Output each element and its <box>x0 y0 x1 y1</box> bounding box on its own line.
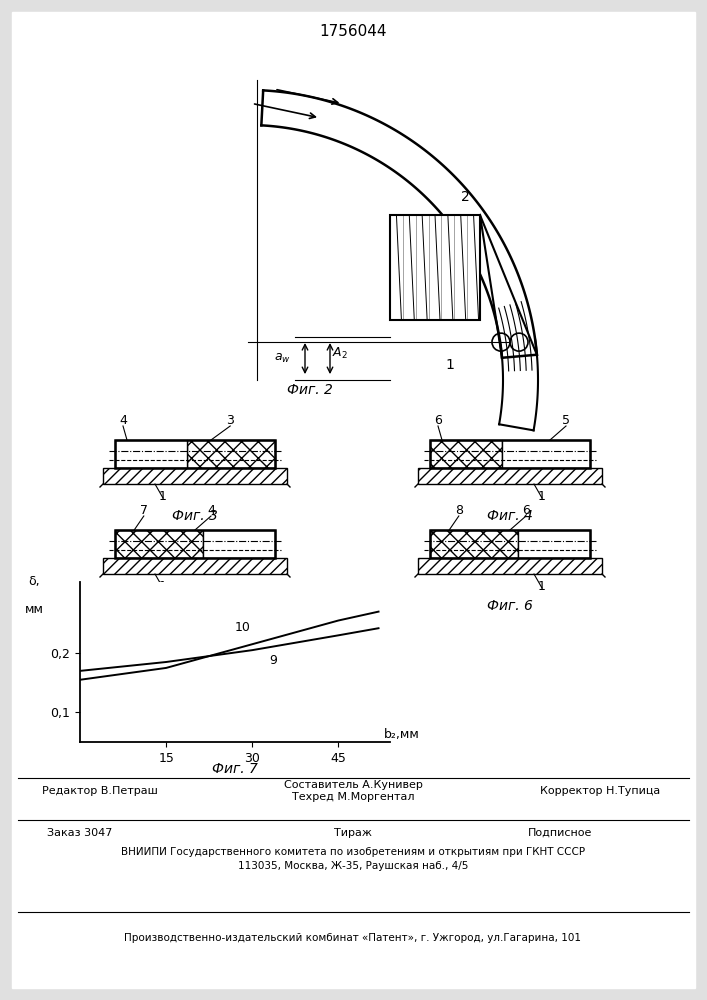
Bar <box>518 530 590 558</box>
Text: 8: 8 <box>455 504 463 517</box>
Text: 1: 1 <box>159 490 167 503</box>
Bar <box>115 440 275 468</box>
Text: Фиг. 2: Фиг. 2 <box>287 383 333 397</box>
Text: 7: 7 <box>140 504 148 517</box>
Text: 1: 1 <box>538 580 546 593</box>
Bar <box>390 215 480 320</box>
Text: Подписное: Подписное <box>528 828 592 838</box>
Text: 3: 3 <box>226 414 234 427</box>
Bar <box>430 530 518 558</box>
Bar <box>430 440 590 468</box>
Text: Фиг. 5: Фиг. 5 <box>172 599 218 613</box>
Text: 1: 1 <box>159 580 167 593</box>
Bar <box>103 558 287 574</box>
Text: Тираж: Тираж <box>334 828 372 838</box>
Text: 10: 10 <box>235 621 251 634</box>
Text: 1756044: 1756044 <box>320 24 387 39</box>
Text: 9: 9 <box>269 654 277 667</box>
Text: ВНИИПИ Государственного комитета по изобретениям и открытиям при ГКНТ СССР: ВНИИПИ Государственного комитета по изоб… <box>121 847 585 857</box>
Bar <box>115 440 187 468</box>
Text: 113035, Москва, Ж-35, Раушская наб., 4/5: 113035, Москва, Ж-35, Раушская наб., 4/5 <box>238 861 468 871</box>
Text: мм: мм <box>25 603 44 616</box>
Text: 6: 6 <box>434 414 442 427</box>
Text: 5: 5 <box>562 414 570 427</box>
Text: Техред М.Моргентал: Техред М.Моргентал <box>292 792 414 802</box>
Text: Составитель А.Кунивер: Составитель А.Кунивер <box>284 780 423 790</box>
Text: Фиг. 4: Фиг. 4 <box>487 509 533 523</box>
Text: 6: 6 <box>522 504 530 517</box>
Text: $a_w$: $a_w$ <box>274 352 291 365</box>
Text: Заказ 3047: Заказ 3047 <box>47 828 112 838</box>
Text: 1: 1 <box>538 490 546 503</box>
Bar <box>418 558 602 574</box>
Text: Фиг. 6: Фиг. 6 <box>487 599 533 613</box>
Bar <box>115 530 275 558</box>
Text: δ,: δ, <box>28 575 40 588</box>
Bar <box>203 530 275 558</box>
Text: Корректор Н.Тупица: Корректор Н.Тупица <box>540 786 660 796</box>
Text: 4: 4 <box>207 504 215 517</box>
Text: Производственно-издательский комбинат «Патент», г. Ужгород, ул.Гагарина, 101: Производственно-издательский комбинат «П… <box>124 933 581 943</box>
Text: 1: 1 <box>445 358 455 372</box>
Bar <box>430 440 502 468</box>
Bar <box>430 530 590 558</box>
Text: 2: 2 <box>461 190 469 204</box>
Text: Редактор В.Петраш: Редактор В.Петраш <box>42 786 158 796</box>
Text: Фиг. 7: Фиг. 7 <box>212 762 258 776</box>
Bar <box>418 468 602 484</box>
Text: b₂,мм: b₂,мм <box>385 728 420 741</box>
Bar <box>502 440 590 468</box>
Text: $A_2$: $A_2$ <box>332 346 348 361</box>
Text: 4: 4 <box>119 414 127 427</box>
Text: Фиг. 3: Фиг. 3 <box>172 509 218 523</box>
Bar <box>115 530 203 558</box>
Bar <box>103 468 287 484</box>
Bar <box>187 440 275 468</box>
